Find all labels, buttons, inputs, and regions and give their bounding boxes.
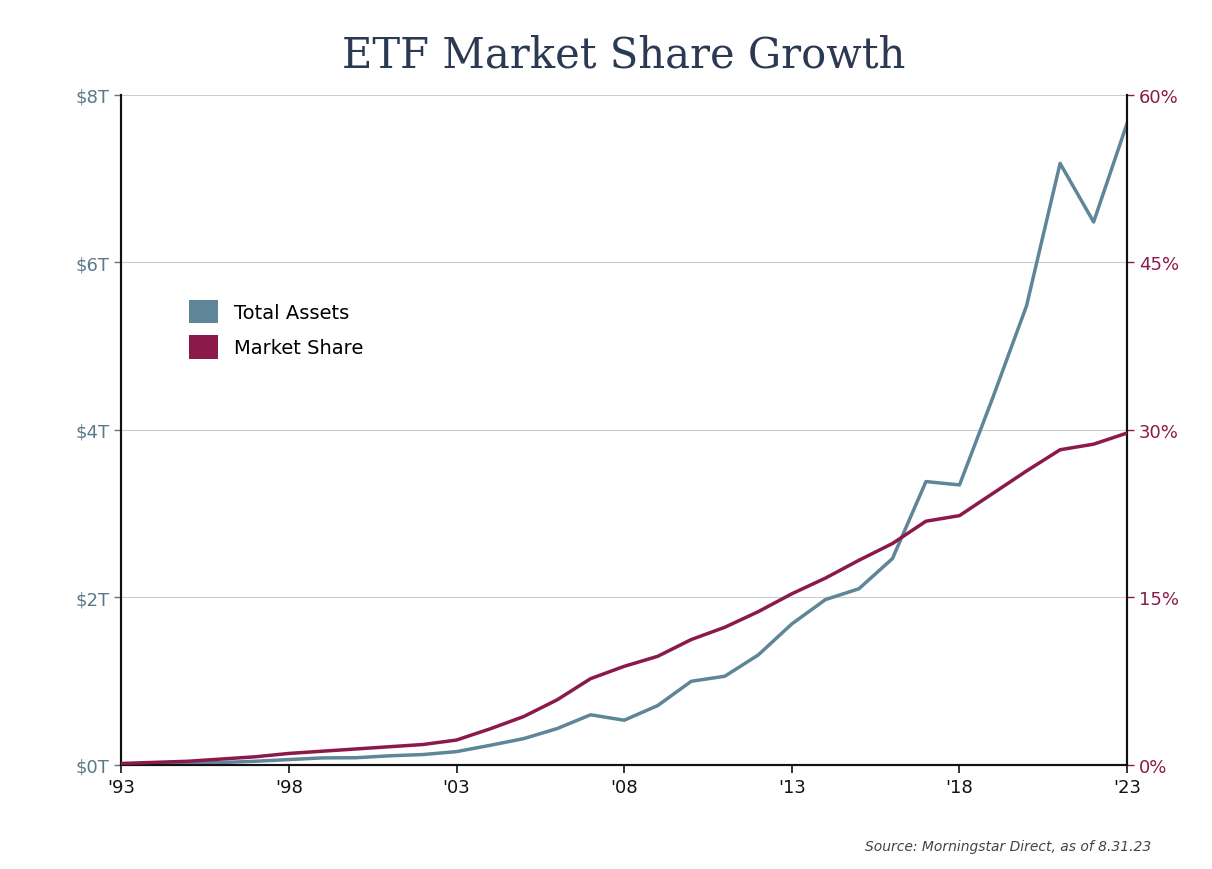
Market Share bbox=[315, 746, 330, 757]
Market Share bbox=[450, 735, 464, 746]
Market Share bbox=[1120, 428, 1134, 439]
Market Share bbox=[1019, 466, 1034, 476]
Market Share bbox=[583, 673, 598, 684]
Market Share bbox=[718, 622, 732, 633]
Total Assets bbox=[784, 619, 799, 629]
Market Share bbox=[1086, 440, 1100, 450]
Market Share bbox=[751, 607, 766, 617]
Total Assets bbox=[550, 724, 565, 734]
Market Share bbox=[349, 744, 364, 754]
Total Assets bbox=[450, 746, 464, 757]
Market Share bbox=[181, 756, 195, 766]
Title: ETF Market Share Growth: ETF Market Share Growth bbox=[343, 35, 905, 76]
Market Share bbox=[885, 539, 899, 549]
Total Assets bbox=[953, 481, 967, 491]
Market Share bbox=[114, 759, 128, 769]
Total Assets bbox=[1086, 217, 1100, 228]
Market Share bbox=[985, 488, 1000, 499]
Total Assets bbox=[248, 756, 263, 766]
Total Assets bbox=[617, 715, 631, 726]
Total Assets bbox=[684, 676, 698, 687]
Total Assets bbox=[718, 671, 732, 681]
Total Assets bbox=[382, 751, 396, 761]
Legend: Total Assets, Market Share: Total Assets, Market Share bbox=[182, 293, 371, 368]
Total Assets bbox=[818, 594, 833, 605]
Market Share bbox=[953, 511, 967, 521]
Total Assets bbox=[416, 749, 430, 760]
Market Share bbox=[482, 724, 497, 734]
Total Assets bbox=[751, 650, 766, 660]
Total Assets bbox=[1053, 159, 1068, 169]
Total Assets bbox=[583, 710, 598, 720]
Market Share bbox=[818, 574, 833, 584]
Market Share bbox=[382, 741, 396, 752]
Line: Total Assets: Total Assets bbox=[121, 124, 1127, 765]
Text: Source: Morningstar Direct, as of 8.31.23: Source: Morningstar Direct, as of 8.31.2… bbox=[865, 839, 1151, 853]
Market Share bbox=[852, 555, 867, 566]
Market Share bbox=[919, 516, 933, 527]
Market Share bbox=[684, 634, 698, 645]
Total Assets bbox=[885, 554, 899, 564]
Market Share bbox=[281, 748, 296, 759]
Market Share bbox=[651, 652, 665, 662]
Market Share bbox=[148, 757, 162, 767]
Total Assets bbox=[114, 760, 128, 770]
Market Share bbox=[516, 712, 531, 722]
Market Share bbox=[617, 661, 631, 672]
Total Assets bbox=[516, 733, 531, 744]
Total Assets bbox=[985, 392, 1000, 402]
Total Assets bbox=[148, 759, 162, 769]
Market Share bbox=[215, 754, 229, 765]
Market Share bbox=[1053, 445, 1068, 455]
Total Assets bbox=[1019, 302, 1034, 312]
Market Share bbox=[550, 695, 565, 706]
Total Assets bbox=[919, 477, 933, 488]
Market Share bbox=[784, 589, 799, 600]
Market Share bbox=[248, 752, 263, 762]
Total Assets bbox=[215, 758, 229, 768]
Total Assets bbox=[482, 740, 497, 751]
Total Assets bbox=[181, 759, 195, 769]
Total Assets bbox=[852, 584, 867, 594]
Total Assets bbox=[315, 753, 330, 763]
Line: Market Share: Market Share bbox=[121, 434, 1127, 764]
Total Assets bbox=[651, 700, 665, 711]
Total Assets bbox=[281, 754, 296, 765]
Total Assets bbox=[349, 753, 364, 763]
Total Assets bbox=[1120, 119, 1134, 129]
Market Share bbox=[416, 740, 430, 750]
